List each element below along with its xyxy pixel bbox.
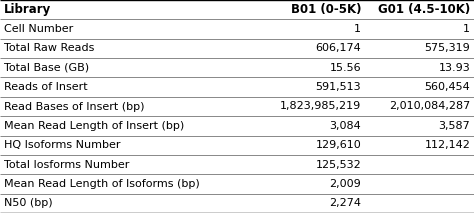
Bar xyxy=(0,39,474,58)
Text: Read Bases of Insert (bp): Read Bases of Insert (bp) xyxy=(4,102,144,111)
Text: 3,587: 3,587 xyxy=(438,121,470,131)
Text: 1: 1 xyxy=(354,24,361,34)
Text: 13.93: 13.93 xyxy=(438,63,470,73)
Bar xyxy=(0,97,474,116)
Text: 1: 1 xyxy=(463,24,470,34)
Text: 15.56: 15.56 xyxy=(329,63,361,73)
Text: Reads of Insert: Reads of Insert xyxy=(4,82,87,92)
Text: 2,274: 2,274 xyxy=(329,198,361,208)
Text: Total Iosforms Number: Total Iosforms Number xyxy=(4,160,129,170)
Text: 3,084: 3,084 xyxy=(329,121,361,131)
Text: G01 (4.5-10K): G01 (4.5-10K) xyxy=(378,3,470,16)
Text: 2,010,084,287: 2,010,084,287 xyxy=(389,102,470,111)
Text: HQ Isoforms Number: HQ Isoforms Number xyxy=(4,140,120,150)
Text: N50 (bp): N50 (bp) xyxy=(4,198,53,208)
Text: Mean Read Length of Isoforms (bp): Mean Read Length of Isoforms (bp) xyxy=(4,179,200,189)
Text: Cell Number: Cell Number xyxy=(4,24,73,34)
Text: 112,142: 112,142 xyxy=(424,140,470,150)
Text: 606,174: 606,174 xyxy=(315,43,361,53)
Text: 125,532: 125,532 xyxy=(315,160,361,170)
Text: 129,610: 129,610 xyxy=(315,140,361,150)
Text: 1,823,985,219: 1,823,985,219 xyxy=(280,102,361,111)
Text: B01 (0-5K): B01 (0-5K) xyxy=(291,3,361,16)
Bar xyxy=(0,174,474,194)
Bar xyxy=(0,0,474,19)
Text: Total Raw Reads: Total Raw Reads xyxy=(4,43,94,53)
Text: Total Base (GB): Total Base (GB) xyxy=(4,63,89,73)
Bar xyxy=(0,58,474,78)
Text: 575,319: 575,319 xyxy=(424,43,470,53)
Text: 2,009: 2,009 xyxy=(329,179,361,189)
Bar xyxy=(0,78,474,97)
Text: Library: Library xyxy=(4,3,51,16)
Bar xyxy=(0,135,474,155)
Bar xyxy=(0,194,474,213)
Bar xyxy=(0,155,474,174)
Bar xyxy=(0,19,474,39)
Text: Mean Read Length of Insert (bp): Mean Read Length of Insert (bp) xyxy=(4,121,184,131)
Text: 591,513: 591,513 xyxy=(316,82,361,92)
Text: 560,454: 560,454 xyxy=(424,82,470,92)
Bar xyxy=(0,116,474,135)
